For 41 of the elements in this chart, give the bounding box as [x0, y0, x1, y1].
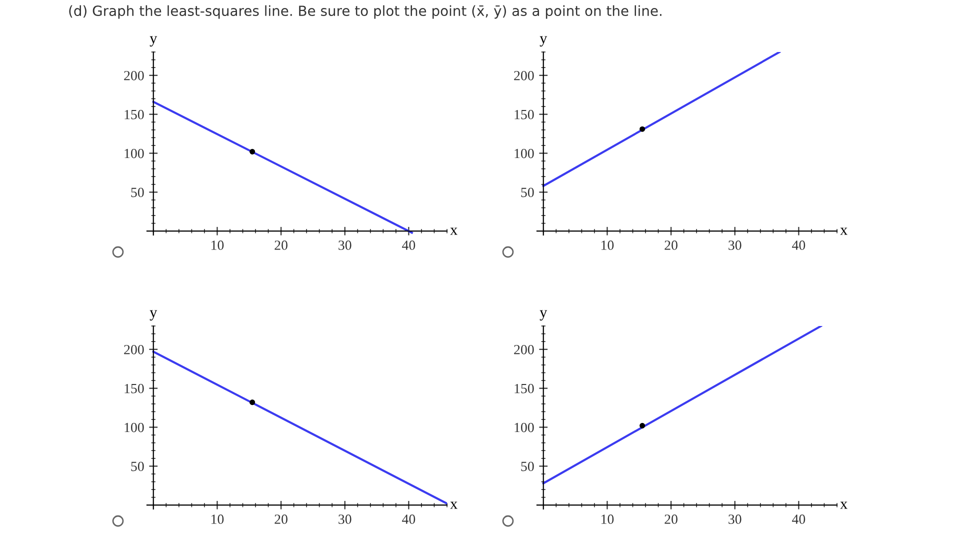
x-tick-label: 10 — [601, 514, 614, 524]
x-tick-label: 30 — [338, 514, 352, 524]
y-axis-title: y — [540, 36, 548, 47]
x-tick-label: 10 — [601, 240, 614, 250]
y-tick-label: 150 — [124, 110, 144, 120]
x-tick-label: 40 — [792, 514, 806, 524]
y-tick-label: 200 — [514, 344, 534, 354]
y-tick-label: 200 — [124, 70, 144, 80]
y-axis-title: y — [150, 36, 158, 47]
y-tick-label: 50 — [521, 462, 534, 472]
x-tick-label: 40 — [792, 240, 806, 250]
x-axis-title: x — [840, 502, 848, 509]
x-tick-label: 20 — [274, 240, 288, 250]
y-tick-label: 100 — [514, 422, 534, 432]
x-tick-label: 20 — [274, 514, 288, 524]
y-tick-label: 50 — [521, 188, 534, 198]
chart-title: (d) Graph the least-squares line. Be sure to plot the point (x̄, ȳ) as a point on the line. — [69, 5, 662, 19]
x-axis-title: x — [840, 228, 848, 235]
y-tick-label: 200 — [124, 344, 144, 354]
y-tick-label: 100 — [514, 148, 534, 158]
x-axis-title: x — [450, 502, 458, 509]
x-tick-label: 30 — [728, 514, 742, 524]
x-tick-label: 40 — [402, 240, 416, 250]
y-axis-title: y — [540, 310, 548, 321]
y-tick-label: 150 — [514, 110, 534, 120]
x-axis-title: x — [450, 228, 458, 235]
y-tick-label: 100 — [124, 148, 144, 158]
y-tick-label: 200 — [514, 70, 534, 80]
y-tick-label: 150 — [124, 384, 144, 394]
x-tick-label: 30 — [728, 240, 742, 250]
x-tick-label: 10 — [211, 514, 224, 524]
x-tick-label: 20 — [664, 240, 678, 250]
x-tick-label: 10 — [211, 240, 224, 250]
x-tick-label: 30 — [338, 240, 352, 250]
y-tick-label: 50 — [131, 462, 144, 472]
x-tick-label: 40 — [402, 514, 416, 524]
y-tick-label: 50 — [131, 188, 144, 198]
y-tick-label: 100 — [124, 422, 144, 432]
y-tick-label: 150 — [514, 384, 534, 394]
x-tick-label: 20 — [664, 514, 678, 524]
y-axis-title: y — [150, 310, 158, 321]
